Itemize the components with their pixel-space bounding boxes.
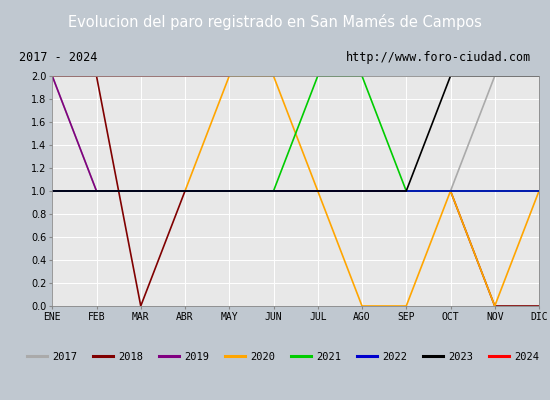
Text: 2024: 2024 (514, 352, 539, 362)
Text: 2020: 2020 (250, 352, 275, 362)
Text: 2017 - 2024: 2017 - 2024 (19, 51, 97, 64)
Text: 2022: 2022 (382, 352, 407, 362)
Text: Evolucion del paro registrado en San Mamés de Campos: Evolucion del paro registrado en San Mam… (68, 14, 482, 30)
Text: 2019: 2019 (184, 352, 209, 362)
Text: 2021: 2021 (316, 352, 341, 362)
Text: http://www.foro-ciudad.com: http://www.foro-ciudad.com (346, 51, 531, 64)
Text: 2018: 2018 (118, 352, 143, 362)
Text: 2023: 2023 (448, 352, 473, 362)
Text: 2017: 2017 (52, 352, 77, 362)
